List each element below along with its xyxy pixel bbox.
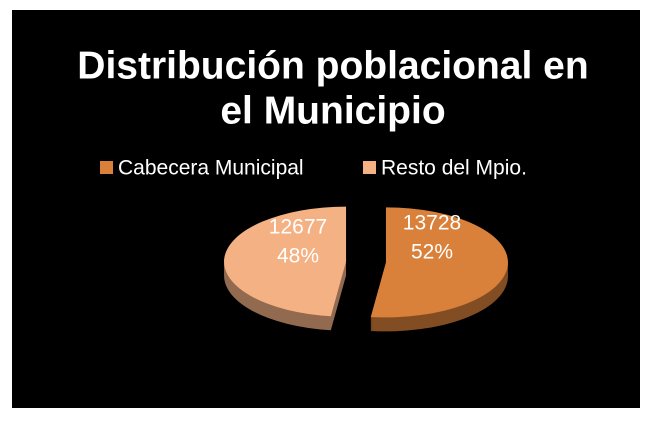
pie-slice — [370, 207, 508, 318]
legend-swatch — [363, 161, 376, 174]
data-label: 12677 — [269, 216, 327, 239]
data-label-percent: 52% — [411, 241, 453, 264]
legend-label: Cabecera Municipal — [118, 157, 304, 180]
pie-slice — [224, 206, 347, 317]
legend-label: Resto del Mpio. — [381, 157, 527, 180]
legend-swatch — [100, 161, 113, 174]
chart-title: el Municipio — [220, 89, 445, 132]
chart-title: Distribución poblacional en — [77, 44, 588, 87]
data-label-percent: 48% — [277, 245, 319, 268]
data-label: 13728 — [403, 212, 461, 235]
